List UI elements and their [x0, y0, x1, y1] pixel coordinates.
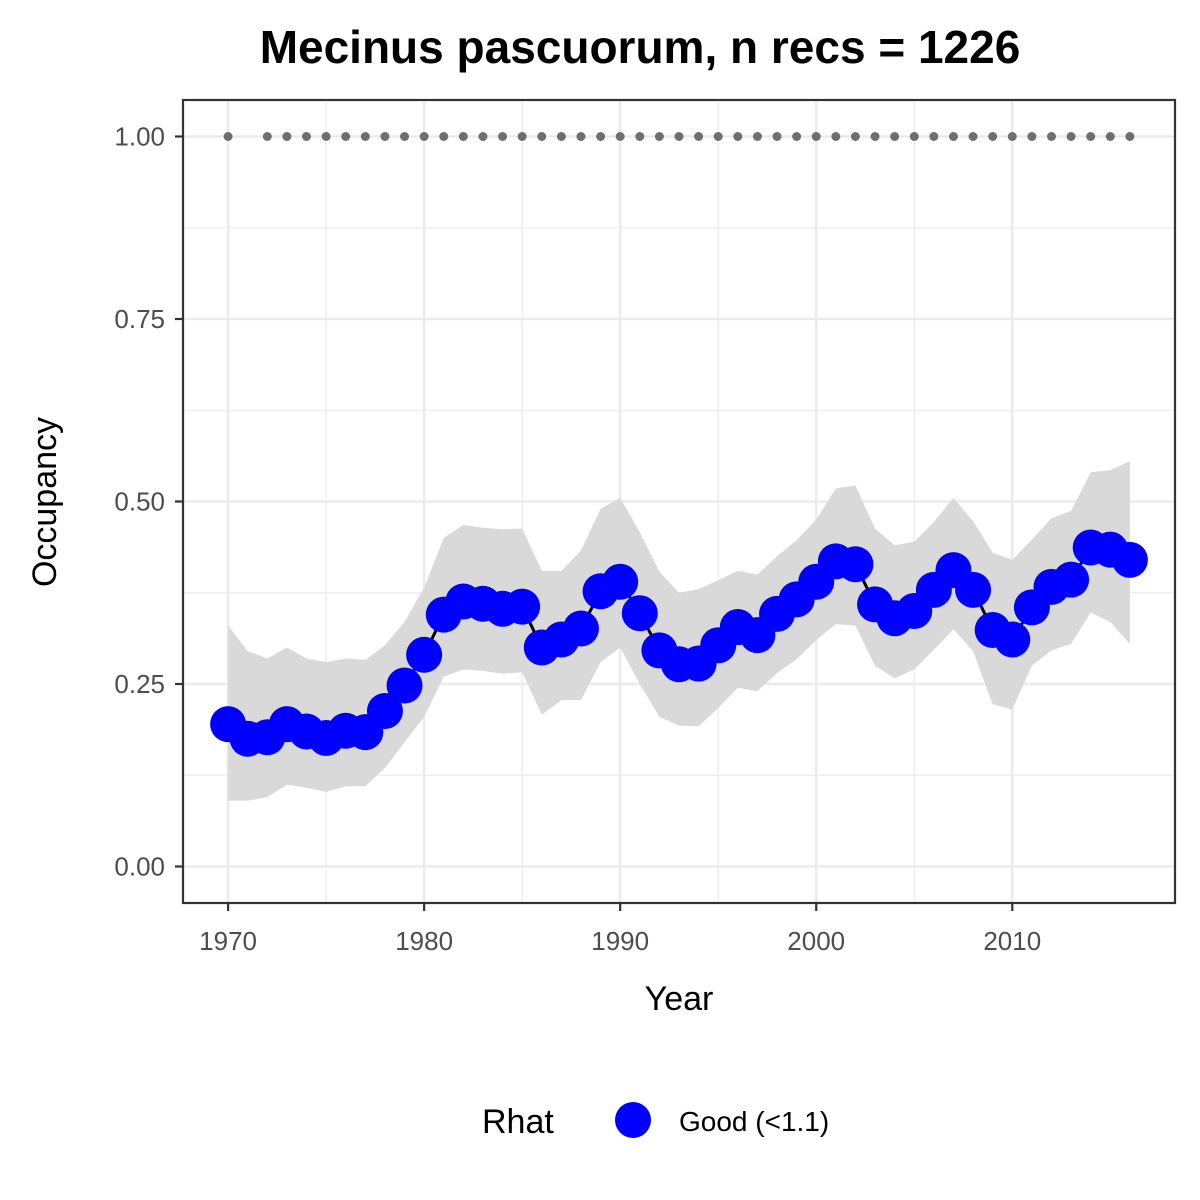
y-tick-label: 0.00	[114, 852, 165, 882]
y-axis-title: Occupancy	[26, 417, 64, 587]
y-tick-label: 1.00	[114, 122, 165, 152]
record-dot	[223, 132, 233, 141]
record-dot	[792, 132, 802, 141]
record-dot	[556, 132, 566, 141]
y-tick-label: 0.75	[114, 304, 165, 334]
record-dot	[615, 132, 625, 141]
plot-panel	[181, 98, 1177, 905]
record-dot	[654, 132, 664, 141]
record-dot	[929, 132, 939, 141]
record-dot	[1125, 132, 1135, 141]
record-dot	[576, 132, 586, 141]
x-tick-label: 1970	[199, 926, 257, 956]
legend-title: Rhat	[482, 1103, 554, 1141]
x-tick-label: 1990	[591, 926, 649, 956]
legend-key-good	[615, 1102, 651, 1138]
record-dot	[1105, 132, 1115, 141]
record-dot	[772, 132, 782, 141]
occupancy-point	[602, 563, 639, 600]
record-dot	[262, 132, 272, 141]
record-dot	[400, 132, 410, 141]
record-dot	[1027, 132, 1037, 141]
record-dot	[890, 132, 900, 141]
record-dot	[282, 132, 292, 141]
record-dot	[537, 132, 547, 141]
chart-title: Mecinus pascuorum, n recs = 1226	[260, 21, 1021, 73]
record-dot	[733, 132, 743, 141]
record-dot	[341, 132, 351, 141]
record-dot	[439, 132, 449, 141]
record-dot	[909, 132, 919, 141]
record-dot	[498, 132, 508, 141]
occupancy-point	[366, 693, 403, 730]
record-dot	[1066, 132, 1076, 141]
record-dot	[360, 132, 370, 141]
occupancy-point	[1053, 561, 1090, 598]
record-dot	[988, 132, 998, 141]
record-dot	[517, 132, 527, 141]
record-dot	[635, 132, 645, 141]
legend: Rhat Good (<1.1)	[482, 1102, 829, 1141]
occupancy-point	[994, 621, 1031, 658]
y-tick-label: 0.25	[114, 669, 165, 699]
record-dot	[752, 132, 762, 141]
credible-interval-ribbon	[228, 461, 1130, 801]
record-dot	[713, 132, 723, 141]
record-dot	[850, 132, 860, 141]
x-tick-label: 2000	[787, 926, 845, 956]
occupancy-point	[504, 588, 541, 625]
record-dot	[811, 132, 821, 141]
record-dot	[1007, 132, 1017, 141]
record-dot	[1046, 132, 1056, 141]
x-tick-label: 1980	[395, 926, 453, 956]
y-tick-label: 0.50	[114, 487, 165, 517]
record-dot	[870, 132, 880, 141]
occupancy-point	[955, 571, 992, 608]
occupancy-point	[386, 667, 423, 704]
record-dot	[302, 132, 312, 141]
legend-label-good: Good (<1.1)	[679, 1106, 829, 1137]
record-dot	[380, 132, 390, 141]
record-dot	[478, 132, 488, 141]
x-tick-label: 2010	[983, 926, 1041, 956]
occupancy-point	[1111, 541, 1148, 578]
record-dot	[458, 132, 468, 141]
record-dot	[1086, 132, 1096, 141]
record-dot	[968, 132, 978, 141]
record-dot	[831, 132, 841, 141]
record-dot	[948, 132, 958, 141]
occupancy-point	[406, 636, 443, 673]
x-axis-title: Year	[645, 980, 714, 1018]
record-dot	[694, 132, 704, 141]
occupancy-point	[621, 595, 658, 632]
record-dot	[321, 132, 331, 141]
record-dot	[674, 132, 684, 141]
record-dot	[596, 132, 606, 141]
record-dot	[419, 132, 429, 141]
occupancy-point	[562, 610, 599, 647]
occupancy-point	[837, 546, 874, 583]
